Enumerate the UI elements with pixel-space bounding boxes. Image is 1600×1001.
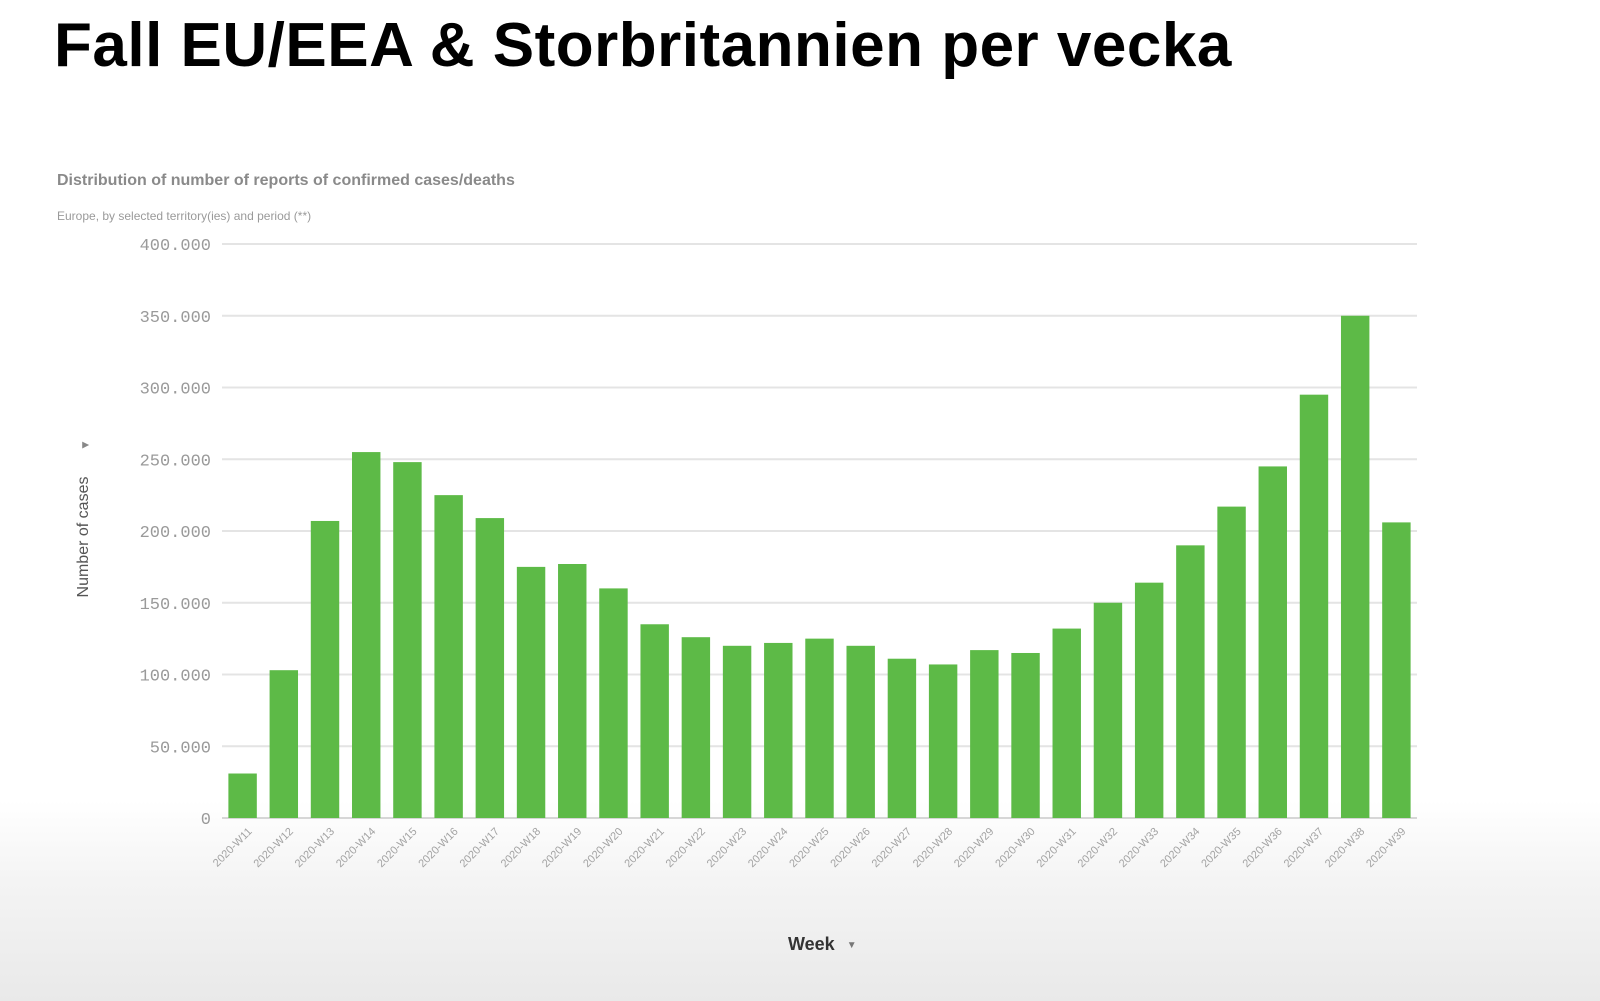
bar[interactable] (599, 588, 628, 818)
x-tick-label: 2020-W30 (993, 826, 1037, 870)
x-tick-label: 2020-W37 (1282, 826, 1326, 870)
bar[interactable] (887, 658, 917, 818)
y-axis-label: Number of cases (75, 477, 92, 598)
x-tick-label: 2020-W34 (1158, 826, 1202, 870)
bar[interactable] (352, 452, 381, 818)
bar[interactable] (516, 566, 546, 819)
y-tick-label: 0 (201, 811, 211, 830)
bar[interactable] (228, 773, 257, 818)
bar[interactable] (764, 642, 793, 818)
x-axis-label: Week (788, 934, 835, 954)
bar[interactable] (393, 462, 422, 818)
y-tick-label: 50.000 (150, 739, 211, 758)
bar[interactable] (1093, 602, 1123, 818)
x-tick-label: 2020-W13 (293, 826, 337, 870)
slide-title: Fall EU/EEA & Storbritannien per vecka (54, 11, 1232, 80)
x-tick-label: 2020-W20 (581, 826, 625, 870)
bar[interactable] (1011, 652, 1040, 818)
chevron-down-icon: ▼ (846, 939, 857, 951)
y-axis-caret-icon[interactable]: ▼ (81, 441, 91, 448)
bar[interactable] (434, 495, 463, 819)
chart-title: Distribution of number of reports of con… (57, 172, 515, 189)
chart-bars (228, 315, 1411, 819)
y-tick-label: 150.000 (140, 596, 211, 615)
x-tick-label: 2020-W24 (746, 826, 790, 870)
x-axis-selector[interactable]: Week ▼ (788, 934, 857, 955)
bar[interactable] (558, 564, 587, 818)
y-tick-label: 300.000 (140, 381, 211, 400)
bar[interactable] (1340, 315, 1370, 818)
x-tick-label: 2020-W36 (1241, 826, 1285, 870)
x-tick-label: 2020-W14 (334, 826, 378, 870)
bar[interactable] (1217, 506, 1246, 818)
x-tick-label: 2020-W11 (211, 826, 255, 870)
x-tick-label: 2020-W12 (252, 826, 296, 870)
bar[interactable] (846, 645, 875, 818)
y-tick-label: 200.000 (140, 524, 211, 543)
bar[interactable] (640, 624, 669, 818)
x-tick-label: 2020-W21 (622, 826, 666, 870)
chart-subtitle: Europe, by selected territory(ies) and p… (57, 209, 312, 223)
bar[interactable] (1382, 522, 1411, 818)
y-tick-label: 350.000 (140, 309, 211, 328)
y-tick-label: 250.000 (140, 452, 211, 471)
bar[interactable] (475, 518, 505, 818)
bar[interactable] (1176, 545, 1205, 818)
y-axis-ticks: 0 50.000 100.000 150.000 200.000 250.000 300.0… (140, 237, 211, 830)
bar[interactable] (269, 670, 299, 818)
x-tick-label: 2020-W39 (1364, 826, 1408, 870)
x-tick-label: 2020-W16 (416, 826, 460, 870)
y-tick-label: 400.000 (140, 237, 211, 256)
bar[interactable] (805, 638, 834, 819)
x-tick-label: 2020-W22 (664, 826, 708, 870)
bar[interactable] (970, 650, 999, 818)
bar[interactable] (722, 645, 752, 818)
x-tick-label: 2020-W27 (870, 826, 914, 870)
x-axis-ticks: 2020-W112020-W122020-W132020-W142020-W15… (211, 826, 1409, 870)
bar[interactable] (928, 664, 958, 818)
x-tick-label: 2020-W28 (911, 826, 955, 870)
x-tick-label: 2020-W33 (1117, 826, 1161, 870)
bar[interactable] (681, 637, 711, 818)
x-tick-label: 2020-W29 (952, 826, 996, 870)
x-tick-label: 2020-W26 (828, 826, 872, 870)
x-tick-label: 2020-W17 (458, 826, 502, 870)
x-tick-label: 2020-W19 (540, 826, 584, 870)
x-tick-label: 2020-W38 (1323, 826, 1367, 870)
bar[interactable] (1052, 628, 1081, 818)
bar[interactable] (1258, 466, 1287, 818)
x-tick-label: 2020-W15 (375, 826, 419, 870)
x-tick-label: 2020-W25 (787, 826, 831, 870)
x-tick-label: 2020-W31 (1034, 826, 1078, 870)
bar[interactable] (310, 520, 340, 818)
bar[interactable] (1299, 394, 1329, 818)
bar[interactable] (1134, 582, 1164, 818)
y-tick-label: 100.000 (140, 668, 211, 687)
x-tick-label: 2020-W35 (1199, 826, 1243, 870)
x-tick-label: 2020-W23 (705, 826, 749, 870)
x-tick-label: 2020-W32 (1076, 826, 1120, 870)
x-tick-label: 2020-W18 (499, 826, 543, 870)
